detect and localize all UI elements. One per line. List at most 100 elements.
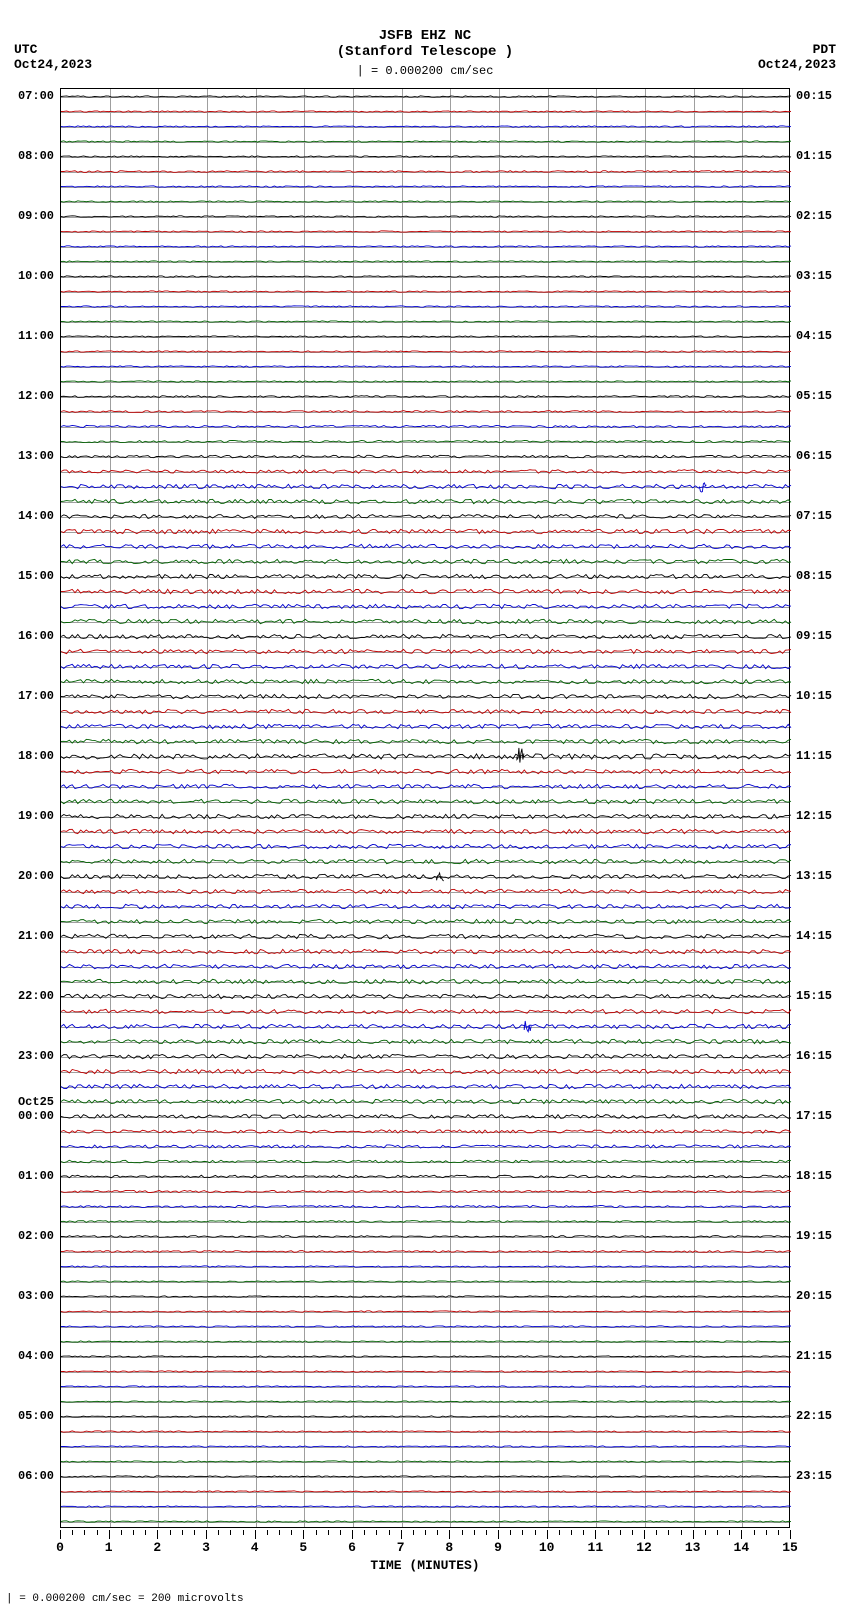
x-axis-label: TIME (MINUTES) xyxy=(60,1558,790,1573)
xtick-minor xyxy=(291,1530,292,1535)
xtick-label: 14 xyxy=(726,1540,756,1555)
utc-time-label: 16:00 xyxy=(6,629,54,643)
xtick-minor xyxy=(571,1530,572,1535)
xtick-major xyxy=(644,1530,645,1539)
xtick-major xyxy=(303,1530,304,1539)
xtick-major xyxy=(157,1530,158,1539)
utc-time-label: 05:00 xyxy=(6,1409,54,1423)
xtick-label: 8 xyxy=(434,1540,464,1555)
date-right: Oct24,2023 xyxy=(758,57,836,72)
xtick-major xyxy=(741,1530,742,1539)
xtick-major xyxy=(449,1530,450,1539)
date-rollover-label: Oct25 xyxy=(6,1095,54,1109)
pdt-time-label: 22:15 xyxy=(796,1409,844,1423)
xtick-major xyxy=(547,1530,548,1539)
pdt-time-label: 23:15 xyxy=(796,1469,844,1483)
xtick-label: 13 xyxy=(678,1540,708,1555)
utc-time-label: 07:00 xyxy=(6,89,54,103)
x-axis: TIME (MINUTES) 0123456789101112131415 xyxy=(60,1530,790,1570)
pdt-time-label: 18:15 xyxy=(796,1169,844,1183)
pdt-time-label: 03:15 xyxy=(796,269,844,283)
date-left: Oct24,2023 xyxy=(14,57,92,72)
xtick-label: 4 xyxy=(240,1540,270,1555)
xtick-minor xyxy=(389,1530,390,1535)
xtick-minor xyxy=(84,1530,85,1535)
pdt-time-label: 06:15 xyxy=(796,449,844,463)
helicorder-plot xyxy=(60,88,790,1528)
utc-time-label: 03:00 xyxy=(6,1289,54,1303)
utc-time-label: 10:00 xyxy=(6,269,54,283)
utc-time-label: 17:00 xyxy=(6,689,54,703)
xtick-major xyxy=(352,1530,353,1539)
station-header: JSFB EHZ NC xyxy=(0,28,850,44)
xtick-label: 9 xyxy=(483,1540,513,1555)
xtick-minor xyxy=(535,1530,536,1535)
xtick-minor xyxy=(376,1530,377,1535)
xtick-minor xyxy=(194,1530,195,1535)
xtick-label: 1 xyxy=(94,1540,124,1555)
xtick-minor xyxy=(620,1530,621,1535)
xtick-minor xyxy=(316,1530,317,1535)
utc-time-label: 13:00 xyxy=(6,449,54,463)
xtick-minor xyxy=(218,1530,219,1535)
xtick-minor xyxy=(133,1530,134,1535)
xtick-minor xyxy=(267,1530,268,1535)
xtick-minor xyxy=(97,1530,98,1535)
xtick-minor xyxy=(121,1530,122,1535)
xtick-minor xyxy=(243,1530,244,1535)
tz-right: PDT xyxy=(813,42,836,57)
utc-time-label: 00:00 xyxy=(6,1109,54,1123)
xtick-label: 0 xyxy=(45,1540,75,1555)
pdt-time-label: 20:15 xyxy=(796,1289,844,1303)
xtick-major xyxy=(255,1530,256,1539)
xtick-major xyxy=(206,1530,207,1539)
xtick-minor xyxy=(717,1530,718,1535)
xtick-label: 6 xyxy=(337,1540,367,1555)
xtick-label: 11 xyxy=(580,1540,610,1555)
pdt-time-label: 11:15 xyxy=(796,749,844,763)
utc-time-label: 15:00 xyxy=(6,569,54,583)
xtick-minor xyxy=(462,1530,463,1535)
xtick-minor xyxy=(632,1530,633,1535)
utc-time-label: 20:00 xyxy=(6,869,54,883)
xtick-minor xyxy=(668,1530,669,1535)
xtick-major xyxy=(401,1530,402,1539)
pdt-time-label: 10:15 xyxy=(796,689,844,703)
xtick-minor xyxy=(364,1530,365,1535)
pdt-time-label: 02:15 xyxy=(796,209,844,223)
utc-time-label: 22:00 xyxy=(6,989,54,1003)
xtick-major xyxy=(60,1530,61,1539)
pdt-time-label: 09:15 xyxy=(796,629,844,643)
xtick-major xyxy=(498,1530,499,1539)
xtick-minor xyxy=(486,1530,487,1535)
xtick-minor xyxy=(230,1530,231,1535)
xtick-minor xyxy=(182,1530,183,1535)
utc-time-label: 12:00 xyxy=(6,389,54,403)
utc-time-label: 18:00 xyxy=(6,749,54,763)
xtick-label: 15 xyxy=(775,1540,805,1555)
xtick-major xyxy=(693,1530,694,1539)
pdt-time-label: 05:15 xyxy=(796,389,844,403)
xtick-minor xyxy=(279,1530,280,1535)
xtick-minor xyxy=(766,1530,767,1535)
pdt-time-label: 14:15 xyxy=(796,929,844,943)
xtick-minor xyxy=(413,1530,414,1535)
xtick-label: 12 xyxy=(629,1540,659,1555)
xtick-minor xyxy=(170,1530,171,1535)
pdt-time-label: 12:15 xyxy=(796,809,844,823)
xtick-minor xyxy=(681,1530,682,1535)
xtick-minor xyxy=(583,1530,584,1535)
xtick-minor xyxy=(72,1530,73,1535)
pdt-time-label: 16:15 xyxy=(796,1049,844,1063)
pdt-time-label: 15:15 xyxy=(796,989,844,1003)
xtick-minor xyxy=(510,1530,511,1535)
station-subheader: (Stanford Telescope ) xyxy=(0,44,850,60)
pdt-time-label: 13:15 xyxy=(796,869,844,883)
xtick-minor xyxy=(522,1530,523,1535)
xtick-minor xyxy=(437,1530,438,1535)
xtick-label: 3 xyxy=(191,1540,221,1555)
xtick-minor xyxy=(474,1530,475,1535)
tz-left: UTC xyxy=(14,42,37,57)
utc-time-label: 11:00 xyxy=(6,329,54,343)
xtick-minor xyxy=(425,1530,426,1535)
